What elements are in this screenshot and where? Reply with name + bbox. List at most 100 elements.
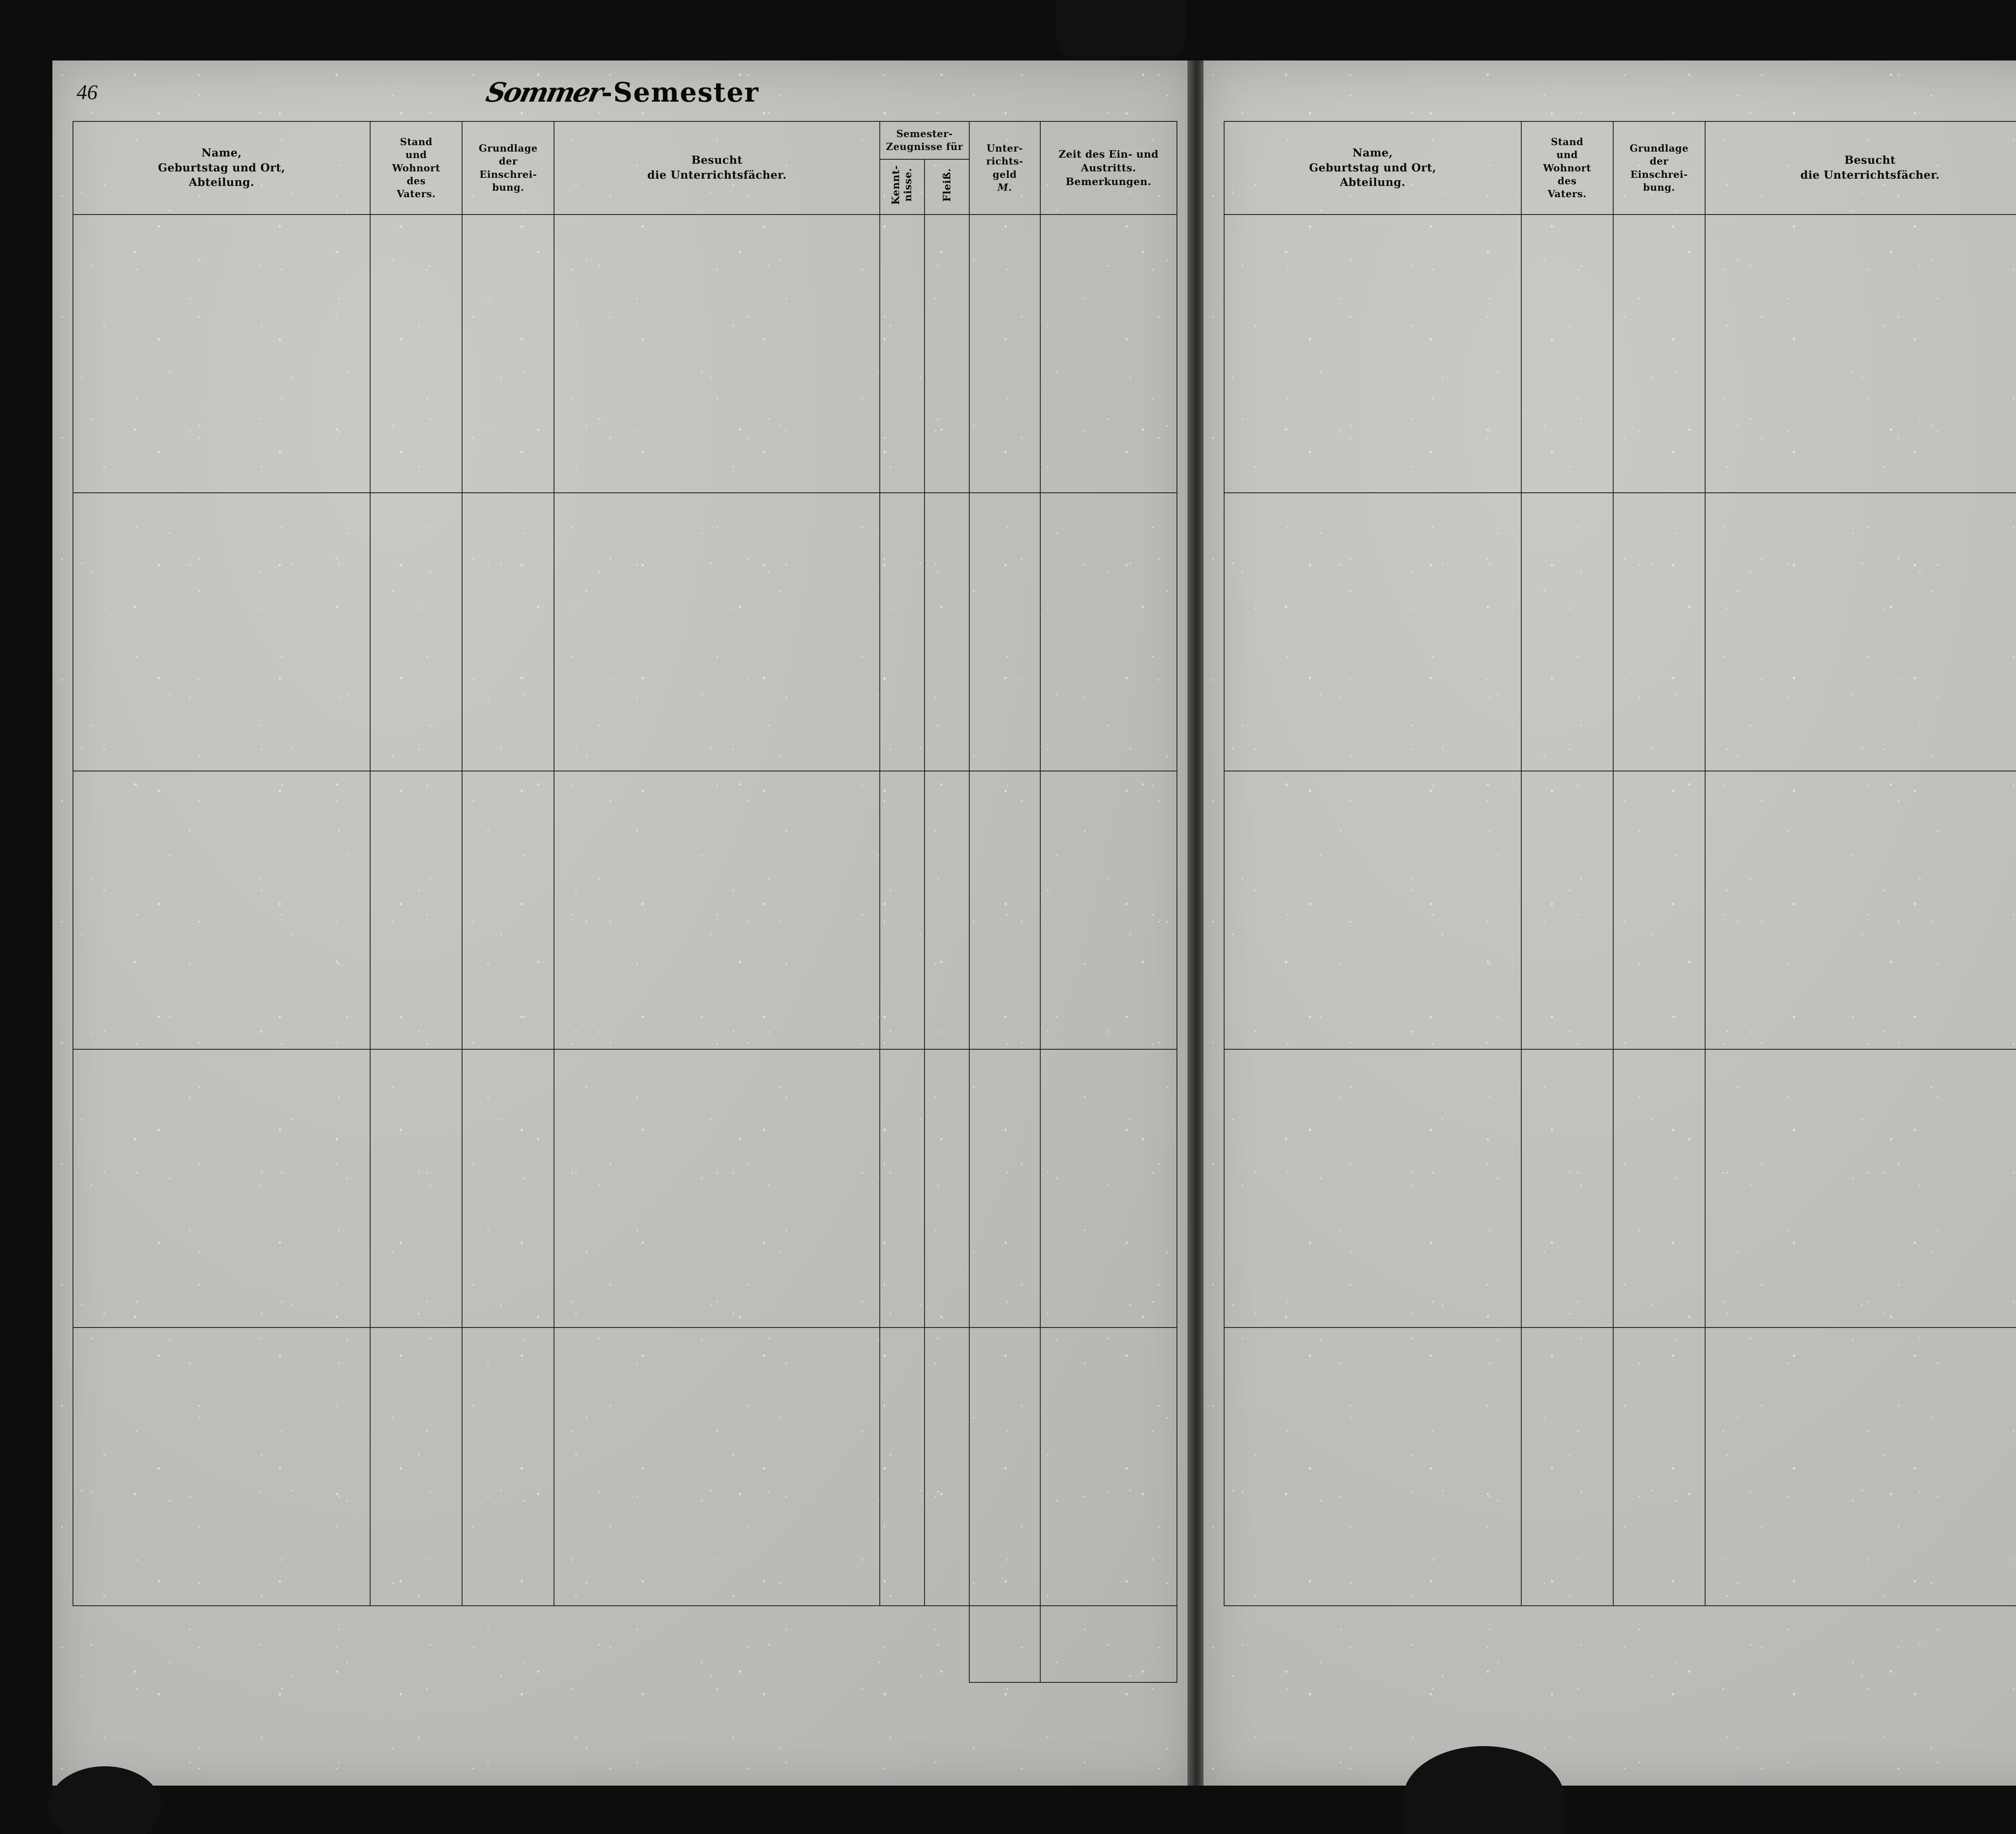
cell-father[interactable]: KaufmannWolf K.EßlingenWalterwohnt inStu… <box>1520 492 1614 772</box>
cell-zeit[interactable]: H. 1907.AusgetretenHerbst 1910 <box>1039 492 1178 772</box>
cell-grundlage[interactable]: Abg.-Zeug.RealschuleLandesbau-schuleGeol… <box>1612 1327 1706 1607</box>
cell-kenntnisse[interactable] <box>879 1049 925 1328</box>
cell-zeit[interactable]: H. 1909. <box>1039 1049 1178 1328</box>
table-row[interactable]: 231. b. Hio wieder a Hammer, Otto gebore… <box>1224 214 2016 494</box>
cell-grundlage[interactable]: Reifezeug-nisGymn.Stuttgartu. Zeugn.math… <box>462 1327 555 1607</box>
table-header-right: Name, Geburtstag und Ort, Abteilung. Sta… <box>1224 121 2016 215</box>
cell-grundlage[interactable]: Reifezeug-nisOberrealsch.Kiel <box>1612 771 1706 1050</box>
totals-spacer <box>73 1606 969 1682</box>
col-header-fleiss: Fleiß. <box>924 158 970 215</box>
col-header-name-r: Name, Geburtstag und Ort, Abteilung. <box>1224 121 1522 215</box>
cell-grundlage[interactable]: Reifezeug-nisOberrealsch.Eßlingen <box>1612 492 1706 772</box>
col-header-besucht: Besucht die Unterrichtsfächer. <box>554 121 880 215</box>
table-row[interactable]: 234. a. Hansing, Herbert geboren 30. Okt… <box>1224 1049 2016 1328</box>
cell-father[interactable]: ArchitekturReg.-Rt.Rottweil <box>370 214 463 494</box>
cell-grundlage[interactable]: ReifezeugnisRealgymn.StuttgartZeugn. Hoc… <box>462 1049 555 1328</box>
scanner-clamp-top <box>1056 0 1185 56</box>
cell-kenntnisse[interactable] <box>879 214 925 494</box>
cell-name[interactable]: 229. a. Haller, Willy geboren 30. Januar… <box>72 1049 371 1328</box>
cell-fleiss[interactable] <box>924 1049 970 1328</box>
cell-zeit[interactable]: H. 1907, Ostern 09wiederH. 1909 <box>1039 771 1178 1050</box>
table-row[interactable]: 235. b. Hänecke, Otto geboren 1. Juli 18… <box>1224 1327 2016 1607</box>
cell-subjects[interactable]: Werkzeuge d. VO und VII.Anal. Geom. i. W… <box>554 771 880 1050</box>
book-edge-left <box>0 0 52 1834</box>
cell-name[interactable]: 227. a. Haigis, Paul geboren 12. Juni 18… <box>72 492 371 772</box>
cell-zeit[interactable]: Ostern 1910AusgetretenHerbst 1910 <box>1039 1327 1178 1607</box>
table-row[interactable]: 232. a. Hammer, Paul geboren 2. August 1… <box>1224 492 2016 772</box>
page-header-title: Sommer-Semester <box>52 77 1193 108</box>
cell-name[interactable]: 232. a. Hammer, Paul geboren 2. August 1… <box>1224 492 1522 772</box>
header-title-script: Sommer <box>483 77 605 108</box>
col-header-name: Name, Geburtstag und Ort, Abteilung. <box>72 121 371 215</box>
register-table-left: Name, Geburtstag und Ort, Abteilung. Sta… <box>72 121 1178 1683</box>
totals-row: 43126—— - Unterrichtsgeld.- Ersatzgeld. … <box>1224 1606 2016 1682</box>
cell-fee[interactable]: 80 <box>969 1049 1041 1328</box>
cell-subjects[interactable]: Reife Zeitgeschichte u. Arch. Teil ...Ge… <box>1704 492 2016 772</box>
table-body-right: 231. b. Hio wieder a Hammer, Otto gebore… <box>1224 214 2016 1682</box>
scanner-clamp-bottom-right <box>1403 1746 1564 1834</box>
cell-kenntnisse[interactable]: 2½/2 <box>879 771 925 1050</box>
table-row[interactable]: 229. a. Haller, Willy geboren 30. Januar… <box>72 1049 1178 1328</box>
cell-subjects[interactable]: Ingenieurwesen Wiss. TeilenAnal. Geom. i… <box>554 1049 880 1328</box>
cell-fleiss[interactable]: 2 <box>924 771 970 1050</box>
cell-fee[interactable]: 80 <box>969 492 1041 772</box>
cell-subjects[interactable]: Die Grundsätze 1910 nicht Vorl.Hat nicht… <box>554 492 880 772</box>
cell-name[interactable]: 230. b. Hammel, Fritz geboren 18. Mai 18… <box>72 1327 371 1607</box>
table-row[interactable]: 230. b. Hammel, Fritz geboren 18. Mai 18… <box>72 1327 1178 1607</box>
cell-kenntnisse[interactable] <box>879 1327 925 1607</box>
book-gutter <box>1187 60 1206 1790</box>
col-header-kenntnisse: Kennt-nisse. <box>879 158 925 215</box>
cell-fee[interactable]: 80Pd.8/6 <box>969 771 1041 1050</box>
col-header-semester-zeugnisse: Semester- Zeugnisse für <box>879 121 970 160</box>
cell-grundlage[interactable]: Reifezeug-nisRealgymn.Altona. <box>1612 1049 1706 1328</box>
cell-name[interactable]: 226. a. Maid, August geboren 14. Juli 18… <box>72 214 371 494</box>
cell-grundlage[interactable]: Reifezeug-nisOberrealsch.Hall <box>462 492 555 772</box>
cell-subjects[interactable]: Lehre d. Erforschung d. EisenNaturkunde,… <box>554 214 880 494</box>
col-header-unterrichtsgeld: Unter- richts- geld M. <box>969 121 1041 215</box>
table-row[interactable]: 228. b. Sigismund Haller, Karl geboren 2… <box>72 771 1178 1050</box>
table-row[interactable]: 226. a. Maid, August geboren 14. Juli 18… <box>72 214 1178 494</box>
cell-kenntnisse[interactable] <box>879 492 925 772</box>
cell-fee[interactable]: 6Eat.75Pd.8/15 <box>969 214 1041 494</box>
col-header-grundlage-r: Grundlage der Einschrei- bung. <box>1612 121 1706 215</box>
cell-subjects[interactable]: Hat nicht belegt. Sch. zu an.Entg. ist U… <box>1704 1049 2016 1328</box>
cell-grundlage[interactable]: Obrrealsch.UlmZeugn. d.Ausb. Hoch-schule… <box>462 771 555 1050</box>
cell-name[interactable]: 233. a. Hammer, Paul geboren 15. Mai 189… <box>1224 771 1522 1050</box>
cell-fleiss[interactable] <box>924 492 970 772</box>
cell-father[interactable]: GeheimerKanzleiratinStuttgart <box>1520 214 1614 494</box>
cell-father[interactable]: FabrikantHallerSchmid K.inSchwenningen <box>370 1049 463 1328</box>
table-row[interactable]: 233. a. Hammer, Paul geboren 15. Mai 189… <box>1224 771 2016 1050</box>
cell-fee[interactable]: 80Eat.15 <box>969 1327 1041 1607</box>
right-page: 47. 1910 Name, Geburtstag und Ort, Abtei… <box>1204 60 2016 1790</box>
cell-name[interactable]: 231. b. Hio wieder a Hammer, Otto gebore… <box>1224 214 1522 494</box>
cell-father[interactable]: Oberamts-Wein-handelReg.-Rt.u. s. Hof-ka… <box>370 771 463 1050</box>
table-row[interactable]: 227. a. Haigis, Paul geboren 12. Juni 18… <box>72 492 1178 772</box>
cell-fleiss[interactable] <box>924 214 970 494</box>
table-header-left: Name, Geburtstag und Ort, Abteilung. Sta… <box>72 121 1178 215</box>
col-header-stand-wohnort: Stand und Wohnort des Vaters. <box>370 121 463 215</box>
cell-father[interactable]: KaufmannWohl. inMarsburgam 23.Seminaru. … <box>1520 1327 1614 1607</box>
register-table-right: Name, Geburtstag und Ort, Abteilung. Sta… <box>1224 121 2016 1683</box>
col-header-grundlage: Grundlage der Einschrei- bung. <box>462 121 555 215</box>
cell-name[interactable]: 234. a. Hansing, Herbert geboren 30. Okt… <box>1224 1049 1522 1328</box>
table-body-left: 226. a. Maid, August geboren 14. Juli 18… <box>72 214 1178 1683</box>
col-header-besucht-r: Besucht die Unterrichtsfächer. <box>1704 121 2016 215</box>
cell-father[interactable]: LehrerFeldmannHr. inKiel. <box>1520 771 1614 1050</box>
cell-father[interactable]: Bezirks-baumeisterHaigisinLeonberg <box>370 492 463 772</box>
cell-subjects[interactable]: HochschuleTechn. Baukunst d. VII.Kunstge… <box>1704 771 2016 1050</box>
cell-father[interactable]: Firma-inhaberReg.-Rt.inAachen <box>370 1327 463 1607</box>
cell-subjects[interactable]: HochschuleZeugn. Bauhunst d. VII.Anal. G… <box>1704 214 2016 494</box>
book-edge-top <box>0 0 2016 60</box>
cell-name[interactable]: 235. b. Hänecke, Otto geboren 1. Juli 18… <box>1224 1327 1522 1607</box>
cell-subjects[interactable]: Werkzeugkunst Einf. VII.MaschinenbauElek… <box>1704 1327 2016 1607</box>
totals-figures: 40221—15 <box>969 1605 1041 1683</box>
cell-name[interactable]: 228. b. Sigismund Haller, Karl geboren 2… <box>72 771 371 1050</box>
cell-zeit[interactable]: H. 1908/09wiederOstern 1909 <box>1039 214 1178 494</box>
col-header-zeit-bemerkungen: Zeit des Ein- und Austritts. Bemerkungen… <box>1039 121 1178 215</box>
cell-subjects[interactable]: Gestalt d. Erde u. Mech.d. II. u. VIII.B… <box>554 1327 880 1607</box>
cell-grundlage[interactable]: Abg. Zeug.Reif. Zeug. Gymn.Oberrealsch.E… <box>1612 214 1706 494</box>
cell-grundlage[interactable]: Reifezeug-nisRealgymn.Rottweilu. Zeugn.H… <box>462 214 555 494</box>
left-page: 46 Sommer-Semester Name, Geburtstag und … <box>52 60 1193 1790</box>
cell-fleiss[interactable] <box>924 1327 970 1607</box>
cell-father[interactable]: KaufmannKarl Heinr.HansinginHarzburg. <box>1520 1049 1614 1328</box>
